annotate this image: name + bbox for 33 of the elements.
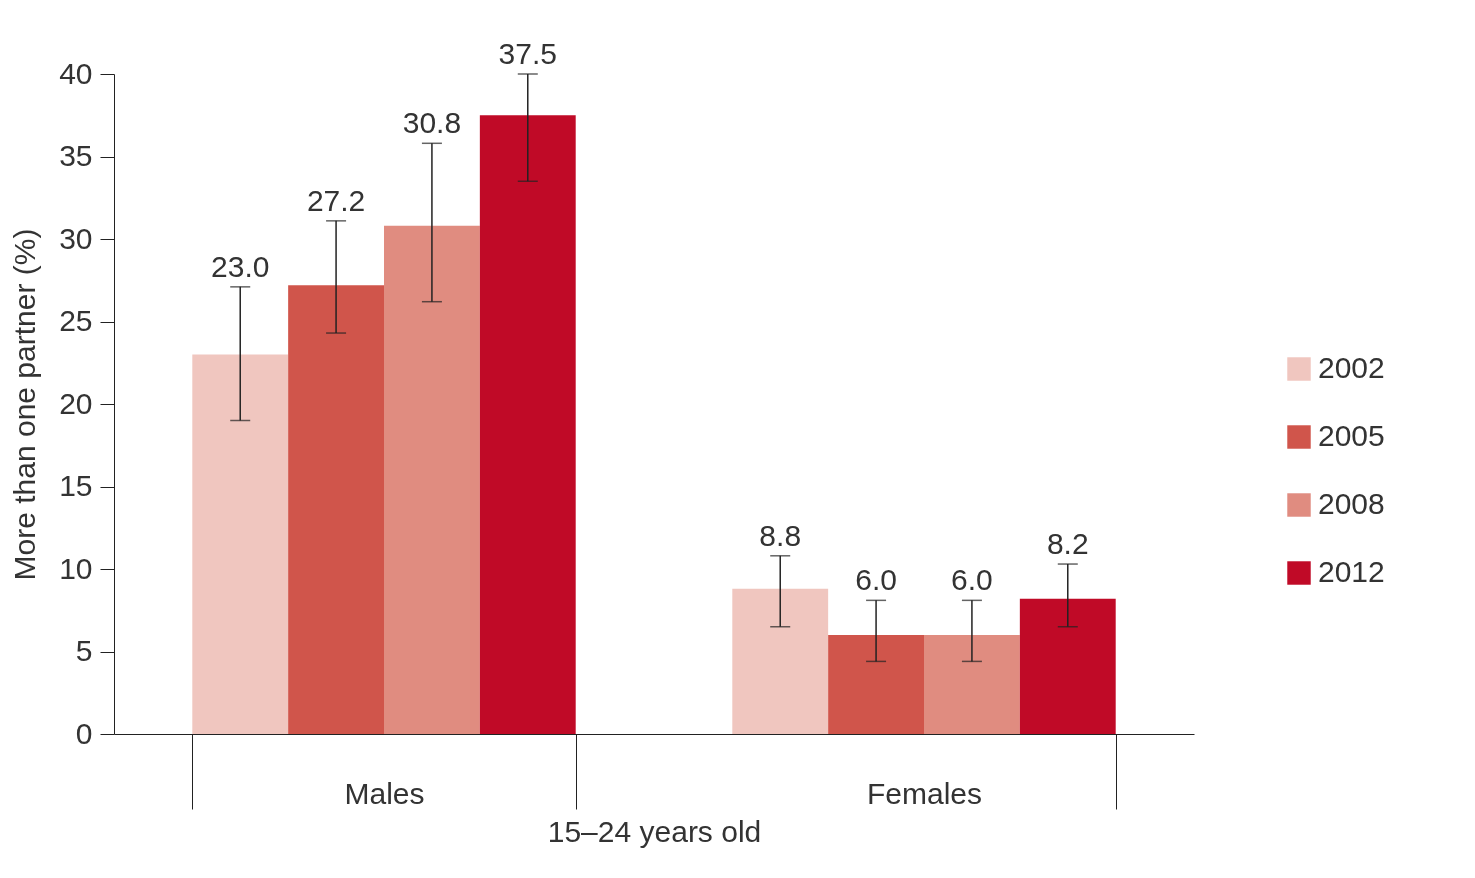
y-tick-label: 35 xyxy=(59,139,93,172)
y-tick-label: 30 xyxy=(59,221,93,255)
bar xyxy=(288,285,384,734)
legend-label: 2012 xyxy=(1318,555,1385,588)
y-tick-label: 20 xyxy=(59,386,93,420)
data-label: 6.0 xyxy=(855,563,897,597)
legend-label: 2008 xyxy=(1318,487,1385,520)
x-axis-title: 15–24 years old xyxy=(547,815,762,848)
y-tick-label: 25 xyxy=(59,304,93,337)
data-label: 27.2 xyxy=(306,183,366,217)
legend-label: 2005 xyxy=(1318,419,1385,452)
bar xyxy=(732,588,829,734)
x-tick-label: Females xyxy=(866,776,983,810)
data-label: 8.8 xyxy=(759,518,802,552)
data-label: 37.5 xyxy=(498,37,557,70)
y-tick-label: 5 xyxy=(75,634,93,667)
data-label: 30.8 xyxy=(402,106,462,140)
y-tick-label: 40 xyxy=(59,56,93,90)
y-tick-label: 15 xyxy=(59,469,93,502)
y-axis-title: More than one partner (%) xyxy=(8,228,42,581)
bar xyxy=(1019,598,1116,734)
y-tick-label: 0 xyxy=(75,716,93,750)
bar xyxy=(828,635,924,734)
data-label: 23.0 xyxy=(211,249,270,283)
y-tick-label: 10 xyxy=(59,551,93,585)
bar xyxy=(192,354,289,734)
x-tick-label: Males xyxy=(344,776,425,810)
data-label: 8.2 xyxy=(1046,527,1089,561)
data-label: 6.0 xyxy=(951,563,993,597)
legend-label: 2002 xyxy=(1318,351,1385,384)
bar xyxy=(924,635,1020,734)
bar xyxy=(384,225,480,734)
bar xyxy=(479,115,576,734)
